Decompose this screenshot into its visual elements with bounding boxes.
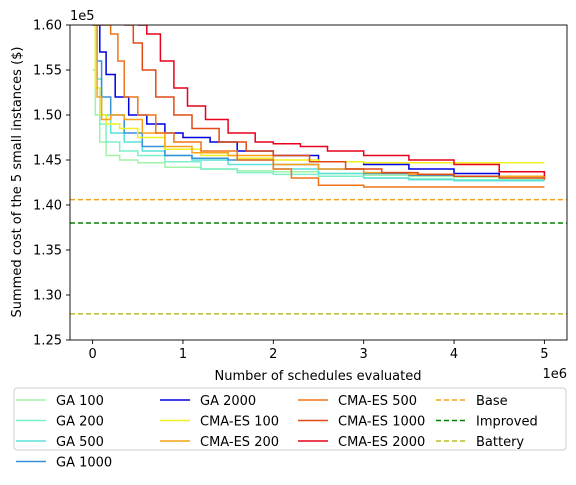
x-tick-label: 2 — [269, 347, 277, 362]
x-tick-label: 3 — [360, 347, 368, 362]
series-line-ga-2000 — [92, 25, 546, 178]
legend-label: CMA-ES 100 — [200, 415, 279, 430]
y-tick-label: 1.50 — [33, 109, 62, 124]
legend: GA 100 GA 200 GA 500 GA 1000 GA 2000 CMA-ES 1… — [13, 387, 567, 471]
legend-item-ga-2000: GA 2000 — [160, 394, 256, 409]
y-tick-label: 1.30 — [33, 289, 62, 304]
y-tick-label: 1.25 — [33, 334, 62, 349]
y-tick-label: 1.40 — [33, 199, 62, 214]
y-tick-label: 1.35 — [33, 244, 62, 259]
legend-item-cma-es-100: CMA-ES 100 — [160, 415, 279, 430]
legend-label: Improved — [476, 415, 538, 430]
legend-item-cma-es-2000: CMA-ES 2000 — [298, 435, 425, 450]
x-tick-label: 0 — [88, 347, 96, 362]
legend-label: Battery — [476, 435, 524, 450]
y-tick-label: 1.60 — [33, 19, 62, 34]
legend-item-ga-1000: GA 1000 — [16, 456, 112, 471]
x-tick-label: 4 — [450, 347, 458, 362]
y-offset-label: 1e5 — [70, 9, 95, 24]
series-line-cma-es-500 — [92, 25, 545, 188]
legend-item-cma-es-200: CMA-ES 200 — [160, 435, 279, 450]
series-lines — [92, 25, 546, 188]
legend-label: GA 100 — [56, 394, 104, 409]
x-axis-label: Number of schedules evaluated — [214, 369, 421, 384]
x-offset-label: 1e6 — [542, 367, 567, 382]
legend-label: CMA-ES 2000 — [338, 435, 425, 450]
x-tick-label: 5 — [540, 347, 548, 362]
series-line-ga-1000 — [92, 25, 545, 177]
legend-item-base: Base — [436, 394, 508, 409]
legend-item-cma-es-500: CMA-ES 500 — [298, 394, 417, 409]
y-tick-label: 1.55 — [33, 64, 62, 79]
legend-item-ga-200: GA 200 — [16, 415, 104, 430]
legend-box — [13, 387, 567, 451]
x-tick-label: 1 — [179, 347, 187, 362]
legend-label: CMA-ES 200 — [200, 435, 279, 450]
reference-lines — [70, 198, 567, 315]
legend-label: Base — [476, 394, 508, 409]
legend-label: GA 2000 — [200, 394, 256, 409]
legend-item-cma-es-1000: CMA-ES 1000 — [298, 415, 425, 430]
legend-label: GA 200 — [56, 415, 104, 430]
legend-label: GA 1000 — [56, 456, 112, 471]
series-line-cma-es-1000 — [124, 25, 546, 180]
legend-item-improved: Improved — [436, 415, 538, 430]
legend-item-battery: Battery — [436, 435, 524, 450]
legend-item-ga-500: GA 500 — [16, 435, 104, 450]
series-line-cma-es-2000 — [137, 25, 546, 177]
y-axis-ticks: 1.25 1.30 1.35 1.40 1.45 1.50 1.55 1.60 — [33, 19, 70, 349]
legend-label: CMA-ES 500 — [338, 394, 417, 409]
plot-frame — [69, 24, 568, 341]
legend-label: GA 500 — [56, 435, 104, 450]
y-axis-label: Summed cost of the 5 small instances ($) — [10, 47, 25, 318]
x-axis-ticks: 0 1 2 3 4 5 — [88, 340, 549, 362]
legend-label: CMA-ES 1000 — [338, 415, 425, 430]
y-tick-label: 1.45 — [33, 154, 62, 169]
legend-item-ga-100: GA 100 — [16, 394, 104, 409]
